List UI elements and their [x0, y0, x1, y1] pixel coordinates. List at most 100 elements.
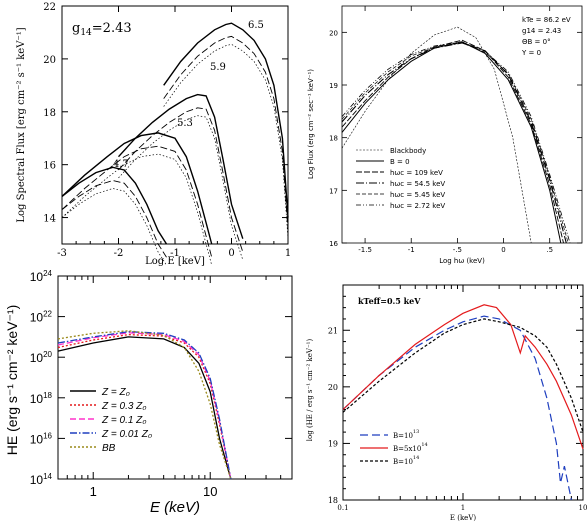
p1-series-dotted — [163, 43, 289, 239]
p1-label-59: 5.9 — [210, 62, 226, 73]
p2-param-g14: g14 = 2.43 — [522, 27, 561, 35]
p1-xtick-label: 0 — [228, 248, 234, 259]
p1-ytick-label: 20 — [43, 55, 56, 66]
p4-legend-label: B=1014 — [393, 455, 419, 466]
p3-series-line — [57, 330, 232, 480]
p2-series-line — [341, 26, 532, 244]
p2-frame — [341, 5, 583, 244]
p1-xlabel: Log E [keV] — [145, 256, 205, 267]
p1-label-65: 6.5 — [248, 20, 264, 31]
p4-ytick-label: 18 — [328, 496, 338, 505]
p1-ylabel: Log Spectral Flux [erg cm⁻² s⁻¹ keV⁻¹] — [16, 27, 27, 222]
p4-tick-marks: 0.1 1 10 18 19 20 21 — [328, 284, 588, 512]
p1-series-dotted — [118, 115, 244, 261]
p4-ylabel: log (HE / erg s⁻¹ cm⁻² keV⁻¹) — [306, 339, 314, 442]
p2-legend: Blackbody B = 0 hωc = 109 keV hωc = 54.5 ke… — [356, 147, 445, 210]
p3-legend-label: Z = 0.01 Z₀ — [101, 429, 152, 440]
p1-series-dotted — [61, 153, 213, 266]
p2-legend-label: hωc = 5.45 keV — [390, 191, 445, 199]
p1-series-dashed — [61, 180, 167, 258]
p1-annot-g14: g14=2.43 — [72, 21, 132, 38]
p4-legend-label: B=5x1014 — [393, 442, 428, 453]
p3-xtick-label: 10 — [203, 484, 217, 499]
panel-he-field: 0.1 1 10 18 19 20 21 kTeff=0.5 keV B=1013 B=5x1… — [306, 284, 588, 522]
p2-series-line — [341, 39, 564, 244]
p2-ytick-label: 17 — [329, 187, 338, 195]
p1-series-group — [61, 22, 289, 266]
p4-series-line — [342, 315, 572, 501]
p3-ytick-label: 1020 — [30, 350, 53, 365]
p3-series-group — [57, 330, 232, 480]
p4-series-line — [342, 318, 584, 433]
p2-ytick-label: 18 — [329, 135, 338, 143]
p1-series-line — [61, 132, 213, 245]
p2-tick-marks: -1.5 -1 -.5 0 .5 16 17 18 19 20 — [329, 6, 582, 254]
p2-legend-label: B = 0 — [390, 158, 410, 166]
p2-param-kte: kTe = 86.2 eV — [522, 16, 571, 24]
p2-xtick-label: -.5 — [453, 246, 462, 254]
p1-xtick-label: -1 — [170, 248, 180, 259]
p1-ytick-label: 14 — [43, 214, 56, 225]
p3-series-line — [57, 332, 232, 480]
p3-frame — [57, 275, 293, 480]
p3-legend-label: Z = 0.3 Z₀ — [101, 401, 147, 412]
p3-ytick-label: 1022 — [30, 310, 53, 325]
p2-series-line — [341, 42, 569, 244]
p3-ytick-label: 1018 — [30, 391, 53, 406]
p4-xlabel: E (keV) — [450, 514, 477, 522]
p2-xtick-label: -1.5 — [358, 246, 372, 254]
p2-series-line — [341, 41, 562, 244]
p2-ytick-label: 16 — [329, 240, 338, 248]
p4-xtick-label: 0.1 — [337, 504, 348, 512]
p1-series-line — [61, 166, 168, 245]
p1-label-53: 5.3 — [177, 118, 193, 129]
p4-ytick-label: 19 — [328, 439, 338, 448]
p2-series-line — [341, 41, 571, 244]
p1-xtick-label: 1 — [285, 248, 291, 259]
p1-ytick-label: 16 — [43, 161, 56, 172]
p3-ytick-label: 1024 — [30, 269, 53, 284]
p3-xlabel: E (keV) — [150, 499, 200, 516]
panel-log-flux: -1.5 -1 -.5 0 .5 16 17 18 19 20 kTe = 86.2 eV g14… — [307, 5, 583, 265]
p3-ytick-label: 1016 — [30, 431, 53, 446]
p1-series-dashed — [163, 35, 289, 231]
p3-ylabel: HE (erg s⁻¹ cm⁻² keV⁻¹) — [4, 305, 20, 456]
p2-series-group — [341, 26, 571, 244]
p1-tick-marks: -3 -2 -1 0 1 14 16 18 20 22 — [43, 2, 291, 259]
p4-annot: kTeff=0.5 keV — [358, 296, 421, 306]
p3-xtick-label: 1 — [90, 484, 97, 499]
p1-series-line — [117, 93, 244, 239]
p2-legend-label: Blackbody — [390, 147, 426, 155]
p4-legend-label: B=1013 — [393, 429, 419, 440]
p3-legend-label: Z = 0.1 Z₀ — [101, 415, 147, 426]
p2-xtick-label: -1 — [408, 246, 415, 254]
p3-ytick-label: 1014 — [30, 472, 53, 487]
p1-series-dotted — [61, 188, 167, 266]
p1-xtick-label: -2 — [114, 248, 124, 259]
p2-series-line — [341, 42, 567, 244]
p3-legend-label: BB — [102, 443, 116, 454]
p1-series-line — [163, 22, 289, 218]
p2-param-theta: ΘB = 0° — [522, 38, 551, 46]
p2-xlabel: Log hω (keV) — [439, 257, 485, 265]
p1-xtick-label: -3 — [57, 248, 67, 259]
p4-series-line — [342, 304, 584, 450]
p2-ytick-label: 20 — [329, 29, 338, 37]
p2-legend-label: hωc = 109 keV — [390, 169, 443, 177]
p1-label-47: 4.7 — [113, 159, 129, 170]
p4-ytick-label: 20 — [328, 383, 338, 392]
p3-legend-label: Z = Z₀ — [101, 387, 130, 398]
p4-xtick-label: 1 — [461, 504, 465, 512]
p2-params: kTe = 86.2 eV g14 = 2.43 ΘB = 0° Y = 0 — [521, 16, 571, 57]
p2-legend-label: hωc = 2.72 keV — [390, 202, 445, 210]
p1-ytick-label: 22 — [43, 2, 56, 13]
p2-ytick-label: 19 — [329, 82, 338, 90]
p2-xtick-label: .5 — [546, 246, 553, 254]
p3-series-line — [57, 331, 232, 480]
p2-ylabel: Log Flux (erg cm⁻² sec⁻¹ keV⁻¹) — [307, 69, 315, 179]
p4-xtick-label: 10 — [579, 504, 588, 512]
p1-series-dashed — [118, 107, 244, 253]
p3-legend: Z = Z₀ Z = 0.3 Z₀ Z = 0.1 Z₀ Z = 0.01 Z₀ BB — [70, 387, 152, 454]
p2-legend-label: hωc = 54.5 keV — [390, 180, 445, 188]
